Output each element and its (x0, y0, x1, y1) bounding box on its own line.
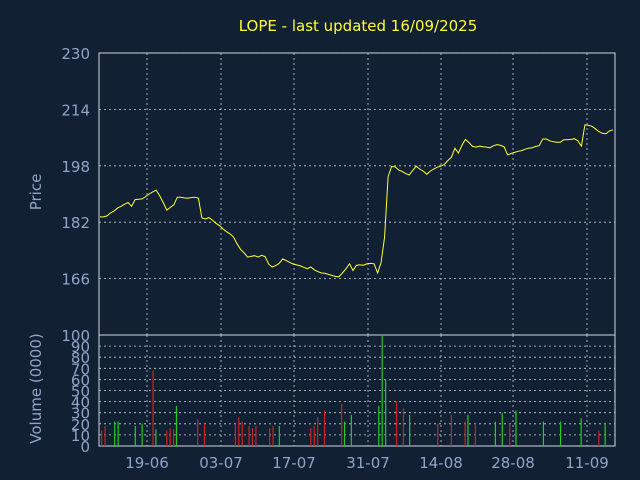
volume-tick-label: 0 (80, 438, 90, 456)
price-tick-label: 230 (61, 45, 90, 63)
x-tick-label: 14-08 (419, 454, 463, 472)
volume-tick-label: 10 (71, 427, 90, 445)
volume-tick-label: 70 (71, 360, 90, 378)
x-tick-label: 28-08 (491, 454, 535, 472)
price-tick-label: 166 (61, 271, 90, 289)
volume-tick-label: 30 (71, 405, 90, 423)
volume-tick-label: 80 (71, 349, 90, 367)
price-tick-label: 198 (61, 158, 90, 176)
x-axis: 19-06 03-07 17-07 31-07 14-08 28-08 11-09 (125, 454, 609, 472)
volume-tick-label: 100 (61, 327, 90, 345)
chart-title: LOPE - last updated 16/09/2025 (239, 17, 478, 35)
x-tick-label: 17-07 (272, 454, 316, 472)
x-tick-label: 03-07 (199, 454, 243, 472)
price-panel: Price 230 214 198 182 166 (27, 45, 616, 336)
price-panel-frame (98, 52, 616, 336)
volume-tick-label: 60 (71, 371, 90, 389)
price-series-line (100, 124, 614, 278)
price-tick-label: 214 (61, 101, 90, 119)
x-tick-label: 19-06 (125, 454, 169, 472)
volume-tick-label: 40 (71, 394, 90, 412)
volume-tick-label: 50 (71, 383, 90, 401)
volume-tick-label: 20 (71, 416, 90, 434)
price-tick-label: 182 (61, 214, 90, 232)
x-tick-label: 31-07 (346, 454, 390, 472)
x-tick-label: 11-09 (565, 454, 609, 472)
volume-axis-label: Volume (0000) (27, 333, 45, 443)
price-axis-label: Price (27, 174, 45, 211)
volume-tick-label: 90 (71, 338, 90, 356)
